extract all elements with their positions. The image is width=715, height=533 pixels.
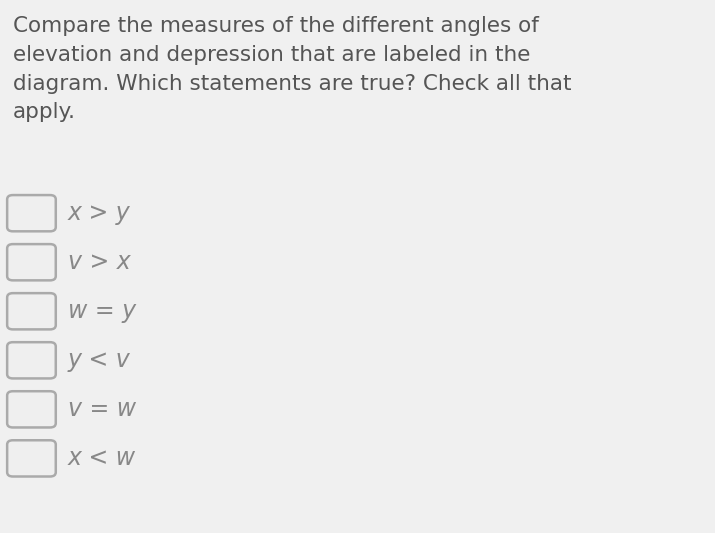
Text: w = y: w = y: [68, 299, 136, 324]
FancyBboxPatch shape: [7, 440, 56, 477]
FancyBboxPatch shape: [7, 342, 56, 378]
Text: v > x: v > x: [68, 250, 131, 274]
Text: x < w: x < w: [68, 446, 136, 471]
Text: v = w: v = w: [68, 397, 136, 422]
Text: Compare the measures of the different angles of
elevation and depression that ar: Compare the measures of the different an…: [13, 16, 571, 123]
Text: y < v: y < v: [68, 348, 131, 373]
FancyBboxPatch shape: [7, 391, 56, 427]
FancyBboxPatch shape: [7, 293, 56, 329]
FancyBboxPatch shape: [7, 195, 56, 231]
Text: x > y: x > y: [68, 201, 131, 225]
FancyBboxPatch shape: [7, 244, 56, 280]
